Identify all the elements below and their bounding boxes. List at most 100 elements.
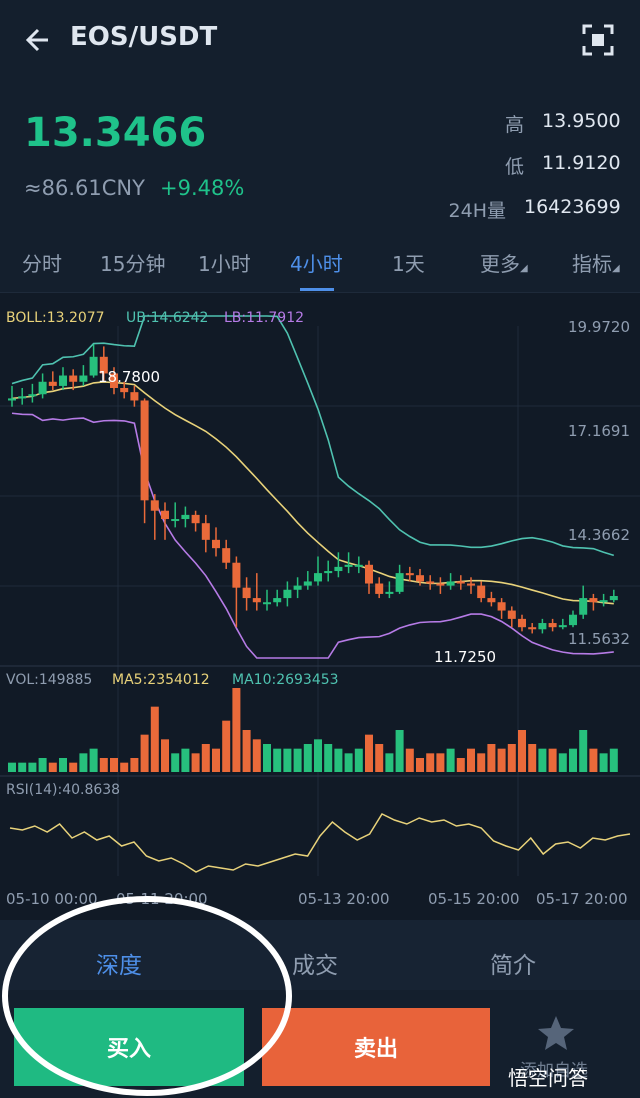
triangle-down-icon: ◢ [520, 263, 528, 274]
volume-bar [395, 730, 404, 772]
scan-frame-icon[interactable] [578, 20, 618, 60]
time-tick: 05-10 00:00 [6, 890, 98, 908]
volume-bar [99, 758, 108, 772]
candle-body [609, 596, 618, 601]
add-favorite-label: 添加自选 [520, 1061, 588, 1081]
tab-fenshi[interactable]: 分时 [22, 252, 62, 276]
candle-body [28, 394, 37, 397]
candle-body [110, 373, 118, 388]
volume-bar [548, 748, 557, 772]
tab-intro[interactable]: 简介 [490, 953, 536, 979]
volume-bar [385, 753, 394, 772]
candle-body [181, 514, 190, 520]
price-tick: 14.3662 [568, 526, 630, 544]
candle-body [232, 562, 241, 588]
tab-more-label: 更多 [480, 252, 520, 276]
rsi-line [9, 813, 631, 873]
volume-bar [467, 748, 475, 772]
timeframe-tabs [0, 240, 640, 293]
volume-bar [518, 730, 526, 772]
volume-bar [314, 739, 322, 772]
tab-indicators-label: 指标 [572, 252, 612, 276]
volume-bar [324, 744, 333, 772]
volume-label: 24H量 [448, 200, 506, 222]
candle-body [252, 598, 261, 603]
volume-bar [8, 762, 16, 772]
candle-body [212, 539, 220, 549]
volume-bar [171, 753, 180, 772]
volume-bar [354, 748, 363, 772]
candle-body [416, 575, 424, 582]
candle-body [518, 618, 526, 628]
volume-bar [222, 720, 231, 772]
volume-bar [28, 762, 37, 772]
low-label: 低 [504, 156, 524, 178]
time-tick: 05-15 20:00 [428, 890, 520, 908]
candle-body [334, 566, 343, 572]
candle-body [426, 581, 435, 584]
volume-bar [528, 744, 537, 772]
volume-bar [538, 748, 547, 772]
volume-bar [38, 758, 47, 772]
tab-1hour[interactable]: 1小时 [198, 252, 251, 276]
candle-body [548, 623, 557, 628]
candle-body [446, 581, 455, 586]
sell-button[interactable]: 卖出 [262, 1008, 490, 1086]
tab-1day[interactable]: 1天 [392, 252, 425, 276]
boll-mid-line [11, 381, 614, 605]
candle-body [120, 388, 129, 393]
tab-more[interactable]: 更多◢ [480, 248, 528, 277]
candle-body [579, 598, 588, 615]
candle-body [487, 598, 496, 603]
add-favorite-button[interactable] [500, 1008, 620, 1086]
tab-4hour[interactable]: 4小时 [290, 252, 343, 276]
candle-body [589, 598, 598, 603]
candle-body [354, 564, 363, 567]
active-tab-indicator [300, 288, 334, 291]
triangle-down-icon: ◢ [612, 263, 620, 274]
volume-bar [212, 748, 220, 772]
candle-body [558, 625, 567, 628]
candle-body [395, 573, 404, 592]
candle-body [528, 627, 537, 630]
candle-body [263, 602, 271, 605]
volume-bar [69, 762, 78, 772]
pair-title: EOS/USDT [70, 22, 218, 52]
ma10-label: MA10:2693453 [232, 672, 339, 688]
low-value: 11.9120 [542, 152, 621, 174]
volume-bar [293, 748, 302, 772]
volume-bar [110, 758, 118, 772]
volume-bar [436, 753, 445, 772]
kline-chart[interactable]: BOLL:13.2077 UB:14.6242 LB:11.7912 19.9720 1… [0, 296, 640, 912]
candle-body [48, 381, 57, 386]
candle-body [38, 381, 47, 395]
volume-bar [365, 734, 373, 772]
candle-body [171, 519, 180, 522]
volume-bar [344, 753, 353, 772]
volume-bar [79, 753, 88, 772]
volume-bar [283, 748, 292, 772]
chart-canvas: BOLL:13.2077 UB:14.6242 LB:11.7912 19.9720 1… [0, 310, 640, 908]
price-tick: 19.9720 [568, 318, 630, 336]
volume-label: VOL:149885 [6, 672, 92, 688]
candle-body [456, 581, 465, 584]
volume-bar [609, 748, 618, 772]
candle-body [283, 589, 292, 599]
candle-body [293, 585, 302, 590]
time-tick: 05-13 20:00 [298, 890, 390, 908]
candle-body [201, 523, 210, 540]
tab-indicators[interactable]: 指标◢ [572, 248, 620, 277]
tab-15min[interactable]: 15分钟 [100, 252, 166, 276]
volume-bar [242, 730, 251, 772]
candle-body [344, 564, 353, 567]
last-price: 13.3466 [24, 110, 207, 156]
volume-bar [599, 753, 608, 772]
volume-bar [375, 744, 384, 772]
volume-bar [497, 748, 506, 772]
tab-trades[interactable]: 成交 [292, 953, 338, 979]
candle-body [405, 573, 414, 576]
back-arrow-icon[interactable] [20, 20, 60, 60]
candle-body [303, 581, 312, 586]
ub-label: UB:14.6242 [126, 310, 208, 326]
price-tick: 17.1691 [568, 422, 630, 440]
